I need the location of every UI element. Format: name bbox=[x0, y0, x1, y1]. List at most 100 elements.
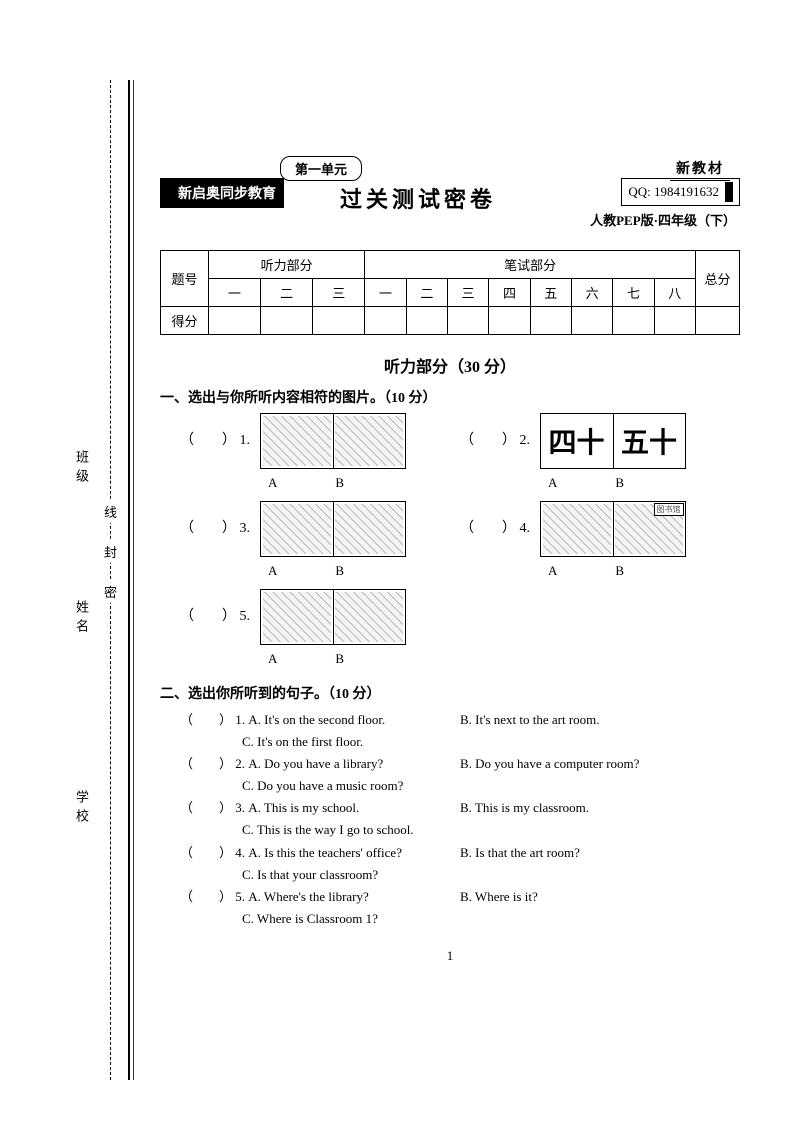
pic-pair bbox=[260, 413, 406, 469]
item-number: 4. bbox=[235, 845, 245, 860]
binding-edge bbox=[128, 80, 130, 1080]
col-l2: 二 bbox=[261, 279, 313, 307]
answer-blank[interactable]: （ ） bbox=[180, 756, 232, 771]
seal-char-feng: 封 bbox=[104, 540, 117, 563]
pic-b: 图书馆 bbox=[613, 502, 685, 556]
answer-blank[interactable]: （ ） bbox=[460, 433, 516, 448]
opt-c: C. Do you have a music room? bbox=[242, 775, 760, 797]
pic-pair bbox=[260, 589, 406, 645]
label-b: B bbox=[335, 475, 344, 491]
col-w2: 二 bbox=[406, 279, 447, 307]
answer-blank[interactable]: （ ） bbox=[180, 521, 236, 536]
label-a: A bbox=[548, 563, 557, 579]
label-b: B bbox=[335, 563, 344, 579]
brand-box: 新启奥同步教育 bbox=[160, 178, 284, 208]
score-cell bbox=[571, 307, 612, 335]
q1-heading: 一、选出与你所听内容相符的图片。（10 分） bbox=[160, 387, 760, 407]
col-w4: 四 bbox=[489, 279, 530, 307]
item-number: 5. bbox=[235, 889, 245, 904]
pic-a bbox=[541, 502, 613, 556]
score-cell bbox=[447, 307, 488, 335]
score-row-score: 得分 bbox=[161, 307, 209, 335]
label-a: A bbox=[548, 475, 557, 491]
answer-blank[interactable]: （ ） bbox=[180, 889, 232, 904]
label-b: B bbox=[615, 563, 624, 579]
col-w1: 一 bbox=[365, 279, 406, 307]
label-b: B bbox=[615, 475, 624, 491]
header: 新启奥同步教育 第一单元 过关测试密卷 新教材 QQ: 1984191632 人… bbox=[160, 160, 740, 240]
paper-title: 过关测试密卷 bbox=[340, 182, 496, 214]
score-cell bbox=[696, 307, 740, 335]
score-cell bbox=[489, 307, 530, 335]
label-b: B bbox=[335, 651, 344, 667]
pic-a bbox=[261, 414, 333, 468]
section-listening-title: 听力部分（30 分） bbox=[140, 353, 760, 377]
score-cell bbox=[613, 307, 654, 335]
pic-a bbox=[261, 502, 333, 556]
edition-label: 人教PEP版·四年级（下） bbox=[590, 210, 736, 229]
opt-c: C. This is the way I go to school. bbox=[242, 819, 760, 841]
side-label-class: 班级 bbox=[72, 450, 91, 488]
pic-b bbox=[333, 590, 405, 644]
seal-char-xian: 线 bbox=[104, 500, 117, 523]
opt-b: B. Is that the art room? bbox=[460, 842, 720, 864]
item-number: 5. bbox=[240, 609, 251, 624]
opt-b: B. This is my classroom. bbox=[460, 797, 720, 819]
unit-tab: 第一单元 bbox=[280, 156, 362, 181]
opt-c: C. It's on the first floor. bbox=[242, 731, 760, 753]
q2-heading: 二、选出你所听到的句子。（10 分） bbox=[160, 683, 760, 703]
label-a: A bbox=[268, 475, 277, 491]
answer-blank[interactable]: （ ） bbox=[180, 845, 232, 860]
label-a: A bbox=[268, 651, 277, 667]
pic-item-1: （ ） 1. bbox=[180, 413, 460, 469]
sentence-list: （ ） 1. A. It's on the second floor. B. I… bbox=[180, 709, 760, 930]
opt-c: C. Is that your classroom? bbox=[242, 864, 760, 886]
score-head-tihao: 题号 bbox=[161, 251, 209, 307]
item-number: 3. bbox=[235, 800, 245, 815]
pic-pair: 四十 五十 bbox=[540, 413, 686, 469]
answer-blank[interactable]: （ ） bbox=[180, 433, 236, 448]
col-w5: 五 bbox=[530, 279, 571, 307]
pic-b-text: 五十 bbox=[613, 414, 685, 468]
score-cell bbox=[209, 307, 261, 335]
col-w6: 六 bbox=[571, 279, 612, 307]
pic-a bbox=[261, 590, 333, 644]
page-number: 1 bbox=[140, 948, 760, 964]
pic-pair: 图书馆 bbox=[540, 501, 686, 557]
opt-b: B. Do you have a computer room? bbox=[460, 753, 720, 775]
binding-edge-thin bbox=[133, 80, 134, 1080]
score-cell bbox=[654, 307, 695, 335]
col-l3: 三 bbox=[313, 279, 365, 307]
opt-b: B. It's next to the art room. bbox=[460, 709, 720, 731]
answer-blank[interactable]: （ ） bbox=[180, 609, 236, 624]
pic-b bbox=[333, 502, 405, 556]
qq-label: QQ: bbox=[628, 184, 650, 200]
opt-b: B. Where is it? bbox=[460, 886, 720, 908]
qq-box: QQ: 1984191632 bbox=[621, 178, 740, 206]
opt-c: C. Where is Classroom 1? bbox=[242, 908, 760, 930]
page-content: 新启奥同步教育 第一单元 过关测试密卷 新教材 QQ: 1984191632 人… bbox=[140, 70, 760, 964]
col-w3: 三 bbox=[447, 279, 488, 307]
score-cell bbox=[261, 307, 313, 335]
side-label-name: 姓名 bbox=[72, 600, 91, 638]
item-number: 1. bbox=[235, 712, 245, 727]
opt-a: A. Is this the teachers' office? bbox=[248, 845, 402, 860]
answer-blank[interactable]: （ ） bbox=[180, 800, 232, 815]
score-cell bbox=[406, 307, 447, 335]
qq-number: 1984191632 bbox=[654, 184, 719, 200]
opt-a: A. Do you have a library? bbox=[248, 756, 383, 771]
col-l1: 一 bbox=[209, 279, 261, 307]
library-tag: 图书馆 bbox=[654, 503, 684, 516]
opt-a: A. Where's the library? bbox=[248, 889, 369, 904]
score-cell bbox=[530, 307, 571, 335]
answer-blank[interactable]: （ ） bbox=[180, 712, 232, 727]
opt-a: A. It's on the second floor. bbox=[248, 712, 385, 727]
opt-a: A. This is my school. bbox=[248, 800, 359, 815]
item-number: 2. bbox=[520, 433, 531, 448]
label-a: A bbox=[268, 563, 277, 579]
score-cell bbox=[365, 307, 406, 335]
pic-item-2: （ ） 2. 四十 五十 bbox=[460, 413, 740, 469]
pic-item-5: （ ） 5. bbox=[180, 589, 460, 645]
pic-pair bbox=[260, 501, 406, 557]
answer-blank[interactable]: （ ） bbox=[460, 521, 516, 536]
